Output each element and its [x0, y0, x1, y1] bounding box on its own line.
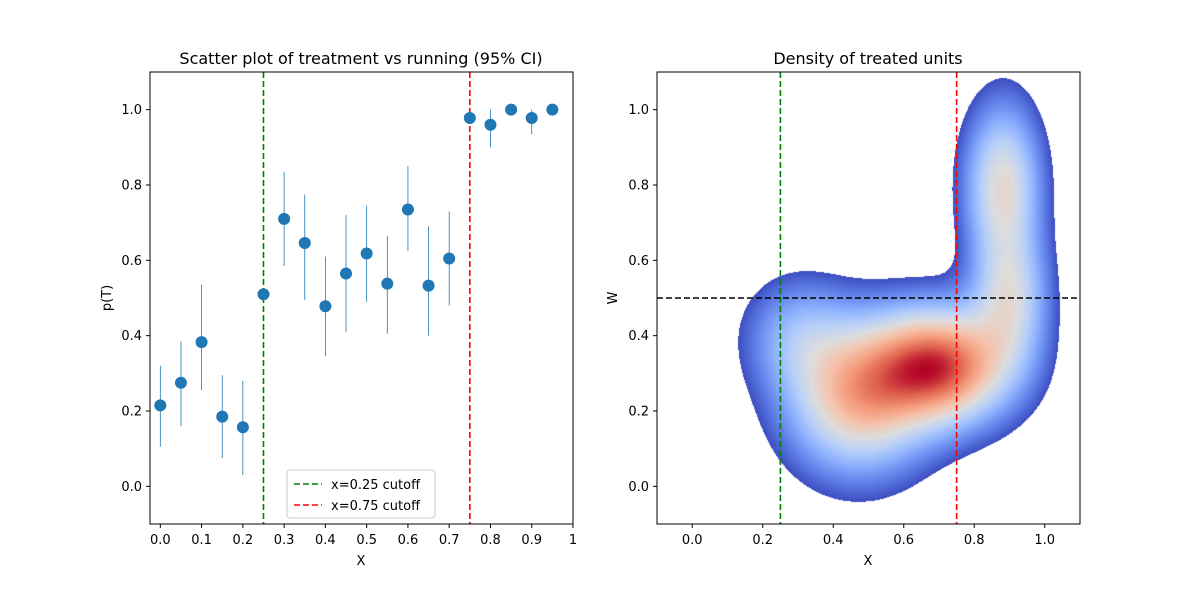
- scatter-ylabel: p(T): [100, 285, 115, 311]
- scatter-xtick-label: 0.0: [150, 533, 171, 548]
- scatter-xtick-label: 0.4: [315, 533, 336, 548]
- scatter-ytick-label: 0.0: [121, 480, 142, 495]
- scatter-xtick-label: 0.2: [233, 533, 254, 548]
- scatter-xtick-label: 0.5: [356, 533, 377, 548]
- scatter-point: [484, 118, 497, 131]
- scatter-point: [505, 103, 518, 116]
- scatter-point: [195, 336, 208, 349]
- scatter-ytick-label: 0.2: [121, 405, 142, 420]
- density-xtick-label: 0.4: [823, 533, 844, 548]
- scatter-point: [463, 111, 476, 124]
- density-ytick-label: 0.2: [628, 405, 649, 420]
- scatter-point: [298, 237, 311, 250]
- density-xlabel: X: [864, 554, 873, 569]
- scatter-point: [360, 247, 373, 260]
- density-ytick-label: 0.0: [628, 480, 649, 495]
- scatter-point: [443, 252, 456, 265]
- density-title: Density of treated units: [773, 49, 962, 68]
- density-ytick-label: 0.4: [628, 329, 649, 344]
- scatter-point: [257, 288, 270, 301]
- legend-label-green: x=0.25 cutoff: [331, 478, 421, 493]
- density-ytick-label: 0.8: [628, 179, 649, 194]
- scatter-point: [422, 279, 435, 292]
- scatter-xtick-label: 0.3: [274, 533, 295, 548]
- density-ytick-label: 1.0: [628, 103, 649, 118]
- scatter-xtick-label: 1: [569, 533, 577, 548]
- scatter-point: [381, 277, 394, 290]
- scatter-xlabel: X: [357, 554, 366, 569]
- density-xtick-label: 0.6: [893, 533, 914, 548]
- density-axes-frame: [656, 71, 1081, 525]
- scatter-xtick-label: 0.1: [191, 533, 212, 548]
- scatter-point: [546, 103, 559, 116]
- scatter-ytick-label: 0.8: [121, 179, 142, 194]
- scatter-xtick-label: 0.6: [398, 533, 419, 548]
- density-ytick-label: 0.6: [628, 254, 649, 269]
- scatter-point: [525, 111, 538, 124]
- scatter-point: [154, 399, 167, 412]
- density-ylabel: W: [606, 291, 621, 304]
- scatter-xtick-label: 0.8: [480, 533, 501, 548]
- density-xtick-label: 0.0: [682, 533, 703, 548]
- scatter-point: [236, 421, 249, 434]
- scatter-title: Scatter plot of treatment vs running (95…: [179, 49, 542, 68]
- density-plot-area: 0.0 0.2 0.4 0.6 0.8 1.0 0.0 0.2 0.4 0.6 0.8 1.0: [628, 71, 1081, 548]
- scatter-plot-area: 0.0 0.1 0.2 0.3 0.4 0.5 0.6 0.7 0.8 0.9 1 0.0 0.2 0.4…: [121, 71, 577, 548]
- density-xtick-label: 0.8: [964, 533, 985, 548]
- density-panel: Density of treated units X W 0.0 0.2 0.4 0.…: [606, 49, 1081, 569]
- density-xtick-label: 0.2: [752, 533, 773, 548]
- scatter-legend: x=0.25 cutoff x=0.75 cutoff: [286, 469, 436, 519]
- legend-box: [286, 469, 436, 519]
- scatter-axes-frame: [149, 71, 574, 525]
- scatter-ytick-label: 0.4: [121, 329, 142, 344]
- scatter-xtick-label: 0.9: [521, 533, 542, 548]
- scatter-ytick-label: 0.6: [121, 254, 142, 269]
- scatter-point: [216, 410, 229, 423]
- scatter-point: [340, 267, 353, 280]
- scatter-point: [319, 300, 332, 313]
- scatter-ytick-label: 1.0: [121, 103, 142, 118]
- scatter-point: [401, 203, 414, 216]
- legend-label-red: x=0.75 cutoff: [331, 499, 421, 514]
- scatter-point: [278, 212, 291, 225]
- scatter-xtick-label: 0.7: [439, 533, 460, 548]
- scatter-point: [174, 376, 187, 389]
- density-xtick-label: 1.0: [1034, 533, 1055, 548]
- scatter-panel: Scatter plot of treatment vs running (95…: [100, 49, 577, 569]
